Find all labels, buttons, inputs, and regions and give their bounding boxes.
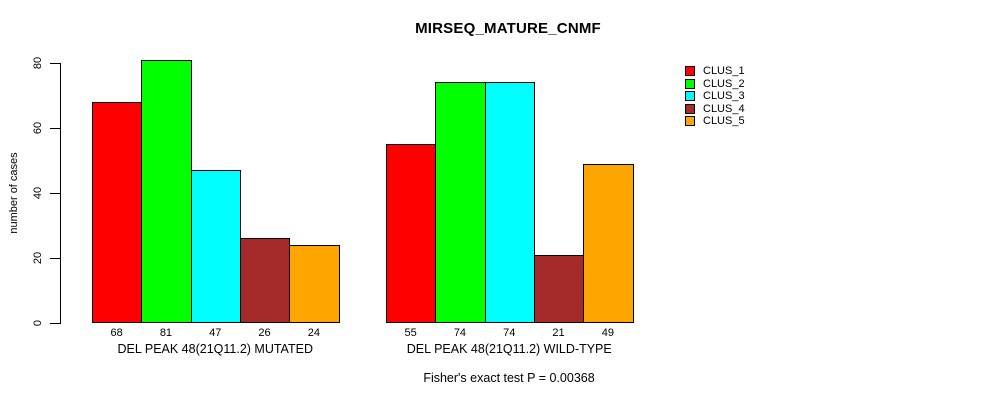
y-tick-mark [50,128,60,129]
bar-value-label: 26 [258,327,271,339]
bar-value-label: 74 [503,327,516,339]
bar-clus_2-group2 [435,82,486,323]
legend-swatch-clus_1 [685,66,695,76]
y-axis-title: number of cases [8,152,20,234]
legend-label-clus_4: CLUS_4 [703,103,745,115]
bar-clus_3-group1 [191,170,241,323]
y-tick-mark [50,258,60,259]
legend-swatch-clus_4 [685,104,695,114]
bar-value-label: 49 [601,327,614,339]
bar-clus_5-group2 [583,164,634,323]
bar-value-label: 74 [453,327,467,339]
legend-swatch-clus_5 [685,116,695,126]
legend-label-clus_5: CLUS_5 [703,115,745,127]
bar-value-label: 47 [209,327,222,339]
legend-swatch-clus_3 [685,91,695,101]
chart-title: MIRSEQ_MATURE_CNMF [415,20,601,37]
bar-value-label: 81 [159,327,173,339]
bar-clus_4-group1 [240,238,290,323]
y-tick-label: 60 [32,121,44,135]
bar-value-label: 55 [404,327,417,339]
y-tick-mark [50,323,60,324]
bar-value-label: 68 [110,327,123,339]
bar-clus_4-group2 [534,255,584,323]
y-tick-mark [50,63,60,64]
legend-label-clus_1: CLUS_1 [703,65,745,77]
legend-label-clus_2: CLUS_2 [703,78,745,90]
bar-clus_2-group1 [141,60,192,323]
bar-clus_3-group2 [485,82,535,323]
y-tick-label: 80 [32,56,44,70]
legend-label-clus_3: CLUS_3 [703,90,745,102]
y-tick-label: 0 [32,319,44,327]
y-tick-label: 40 [32,186,44,200]
bar-clus_1-group1 [92,102,142,323]
bar-value-label: 24 [307,327,320,339]
x-group-label: DEL PEAK 48(21Q11.2) MUTATED [117,342,313,356]
fisher-test-annotation: Fisher's exact test P = 0.00368 [423,371,595,385]
bar-clus_5-group1 [289,245,340,323]
x-group-label: DEL PEAK 48(21Q11.2) WILD-TYPE [406,342,612,356]
y-axis-line [60,63,61,324]
y-tick-mark [50,193,60,194]
bar-value-label: 21 [552,327,565,339]
legend-swatch-clus_2 [685,79,695,89]
y-tick-label: 20 [32,251,44,265]
bar-clus_1-group2 [386,144,436,323]
